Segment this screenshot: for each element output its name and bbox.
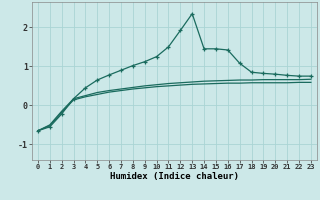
X-axis label: Humidex (Indice chaleur): Humidex (Indice chaleur) <box>110 172 239 181</box>
